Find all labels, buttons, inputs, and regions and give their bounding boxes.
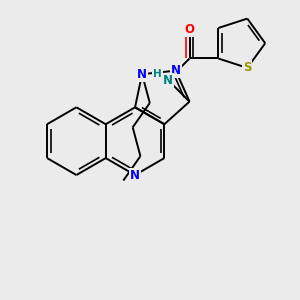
- Text: N: N: [137, 68, 147, 81]
- Text: N: N: [163, 74, 173, 86]
- Text: S: S: [243, 61, 251, 74]
- Text: O: O: [184, 23, 194, 36]
- Text: N: N: [171, 64, 181, 77]
- Text: H: H: [153, 69, 162, 79]
- Text: N: N: [130, 169, 140, 182]
